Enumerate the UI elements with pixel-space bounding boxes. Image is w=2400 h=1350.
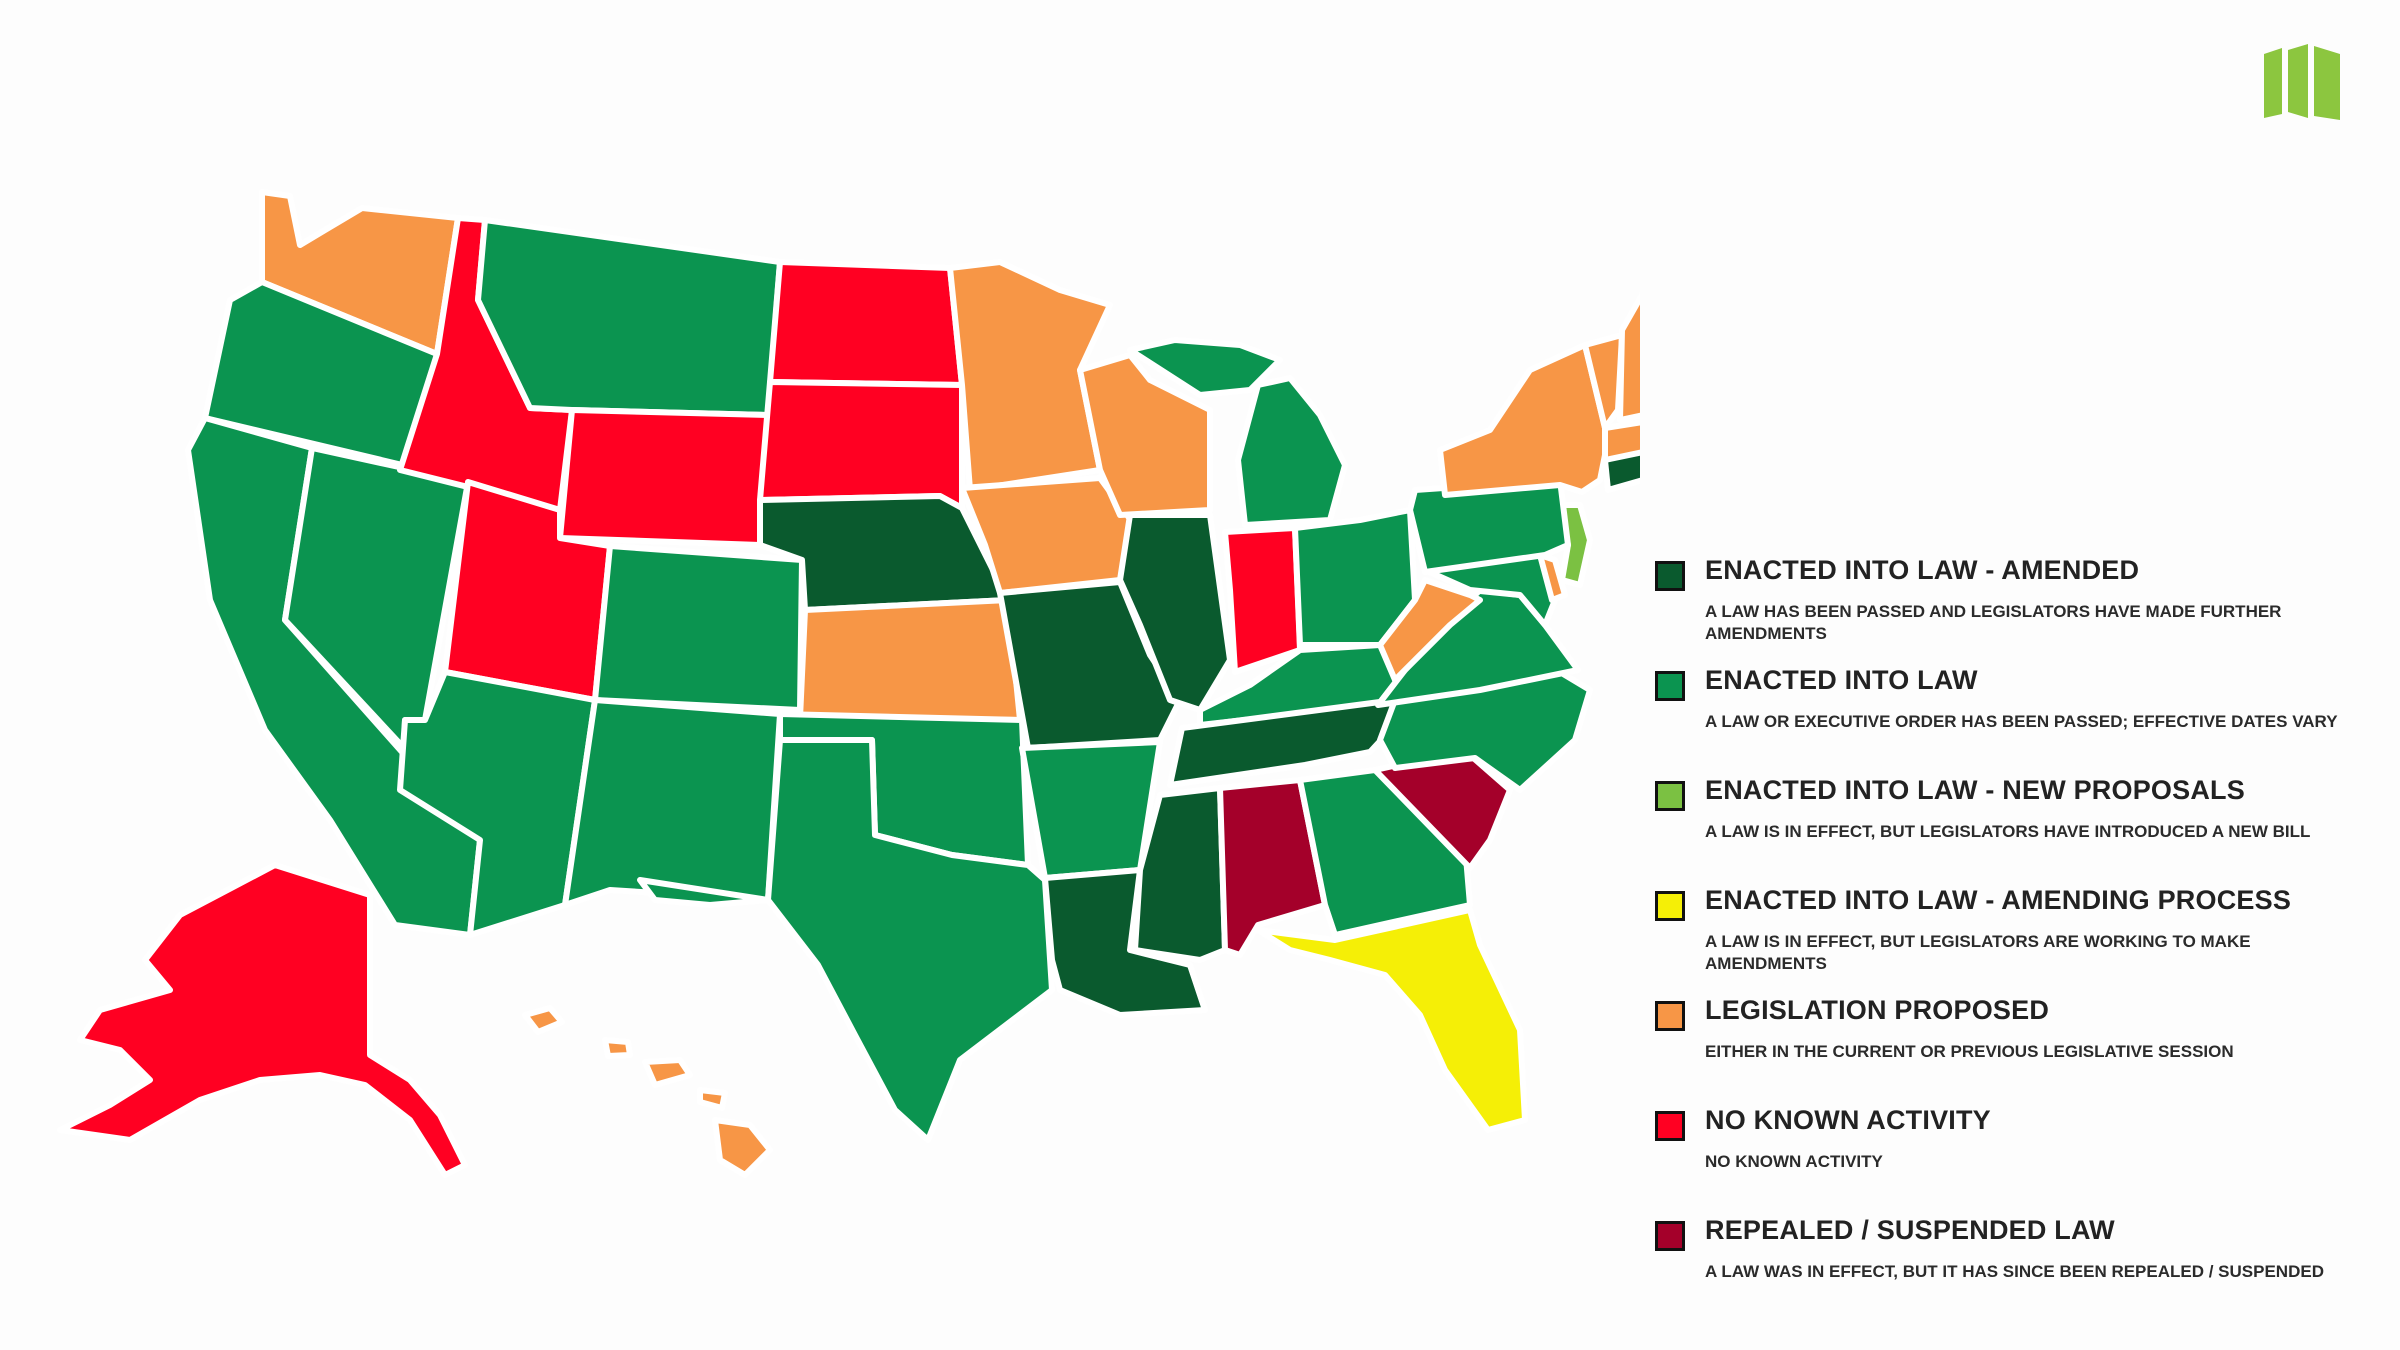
state-IL[interactable] [1117,512,1233,713]
state-IN[interactable] [1222,525,1303,675]
state-WY[interactable] [557,407,771,548]
state-KS[interactable] [797,597,1023,723]
state-ND[interactable] [767,259,965,388]
legend-swatch [1655,1111,1685,1141]
logo-middle-bar [2288,44,2308,118]
legend-title: NO KNOWN ACTIVITY [1705,1105,1991,1135]
legend-item-enacted-amended: ENACTED INTO LAW - AMENDED A LAW HAS BEE… [1655,555,2375,665]
state-MA[interactable] [1602,418,1640,463]
brand-logo [2264,44,2340,120]
state-AK[interactable] [57,862,468,1178]
legend-title: REPEALED / SUSPENDED LAW [1705,1215,2115,1245]
legend-description: NO KNOWN ACTIVITY [1705,1152,1883,1171]
legend: ENACTED INTO LAW - AMENDED A LAW HAS BEE… [1655,555,2375,1325]
legend-item-enacted-new-proposals: ENACTED INTO LAW - NEW PROPOSALS A LAW I… [1655,775,2375,885]
state-MI[interactable] [1127,337,1348,528]
legend-item-legislation-proposed: LEGISLATION PROPOSED EITHER IN THE CURRE… [1655,995,2375,1105]
state-TX[interactable] [637,737,1055,1143]
state-WV[interactable] [1377,577,1483,683]
state-FL[interactable] [1255,907,1528,1133]
legend-title: ENACTED INTO LAW [1705,665,1978,695]
legend-description: A LAW HAS BEEN PASSED AND LEGISLATORS HA… [1705,602,2282,643]
legend-description: EITHER IN THE CURRENT OR PREVIOUS LEGISL… [1705,1042,2234,1061]
legend-swatch [1655,1001,1685,1031]
legend-title: ENACTED INTO LAW - NEW PROPOSALS [1705,775,2245,805]
legend-title: LEGISLATION PROPOSED [1705,995,2050,1025]
legend-swatch [1655,671,1685,701]
legend-description: A LAW IS IN EFFECT, BUT LEGISLATORS ARE … [1705,932,2251,973]
legend-swatch [1655,891,1685,921]
legend-swatch [1655,1221,1685,1251]
legend-swatch [1655,781,1685,811]
logo-left-bar [2264,48,2282,118]
us-map [57,192,1640,1178]
state-AR[interactable] [1019,739,1163,881]
legend-item-enacted-amending-process: ENACTED INTO LAW - AMENDING PROCESS A LA… [1655,885,2375,995]
state-NH[interactable] [1617,292,1640,423]
legend-item-repealed-suspended: REPEALED / SUSPENDED LAW A LAW WAS IN EF… [1655,1215,2375,1325]
legend-description: A LAW WAS IN EFFECT, BUT IT HAS SINCE BE… [1705,1262,2324,1281]
state-NM[interactable] [562,697,783,908]
logo-right-bar [2314,46,2340,120]
state-NC[interactable] [1377,669,1593,793]
legend-description: A LAW OR EXECUTIVE ORDER HAS BEEN PASSED… [1705,712,2338,731]
state-SD[interactable] [757,379,965,511]
state-CO[interactable] [592,543,805,713]
legend-title: ENACTED INTO LAW - AMENDED [1705,555,2140,585]
legend-swatch [1655,561,1685,591]
legend-title: ENACTED INTO LAW - AMENDING PROCESS [1705,885,2292,915]
state-HI[interactable] [522,1005,773,1178]
legend-item-no-known-activity: NO KNOWN ACTIVITY NO KNOWN ACTIVITY [1655,1105,2375,1215]
legend-item-enacted: ENACTED INTO LAW A LAW OR EXECUTIVE ORDE… [1655,665,2375,775]
state-OR[interactable] [202,279,440,471]
state-DE[interactable] [1537,552,1568,603]
state-NY[interactable] [1437,342,1611,498]
state-MT[interactable] [475,217,783,418]
legend-description: A LAW IS IN EFFECT, BUT LEGISLATORS HAVE… [1705,822,2311,841]
state-WI[interactable] [1077,352,1213,518]
